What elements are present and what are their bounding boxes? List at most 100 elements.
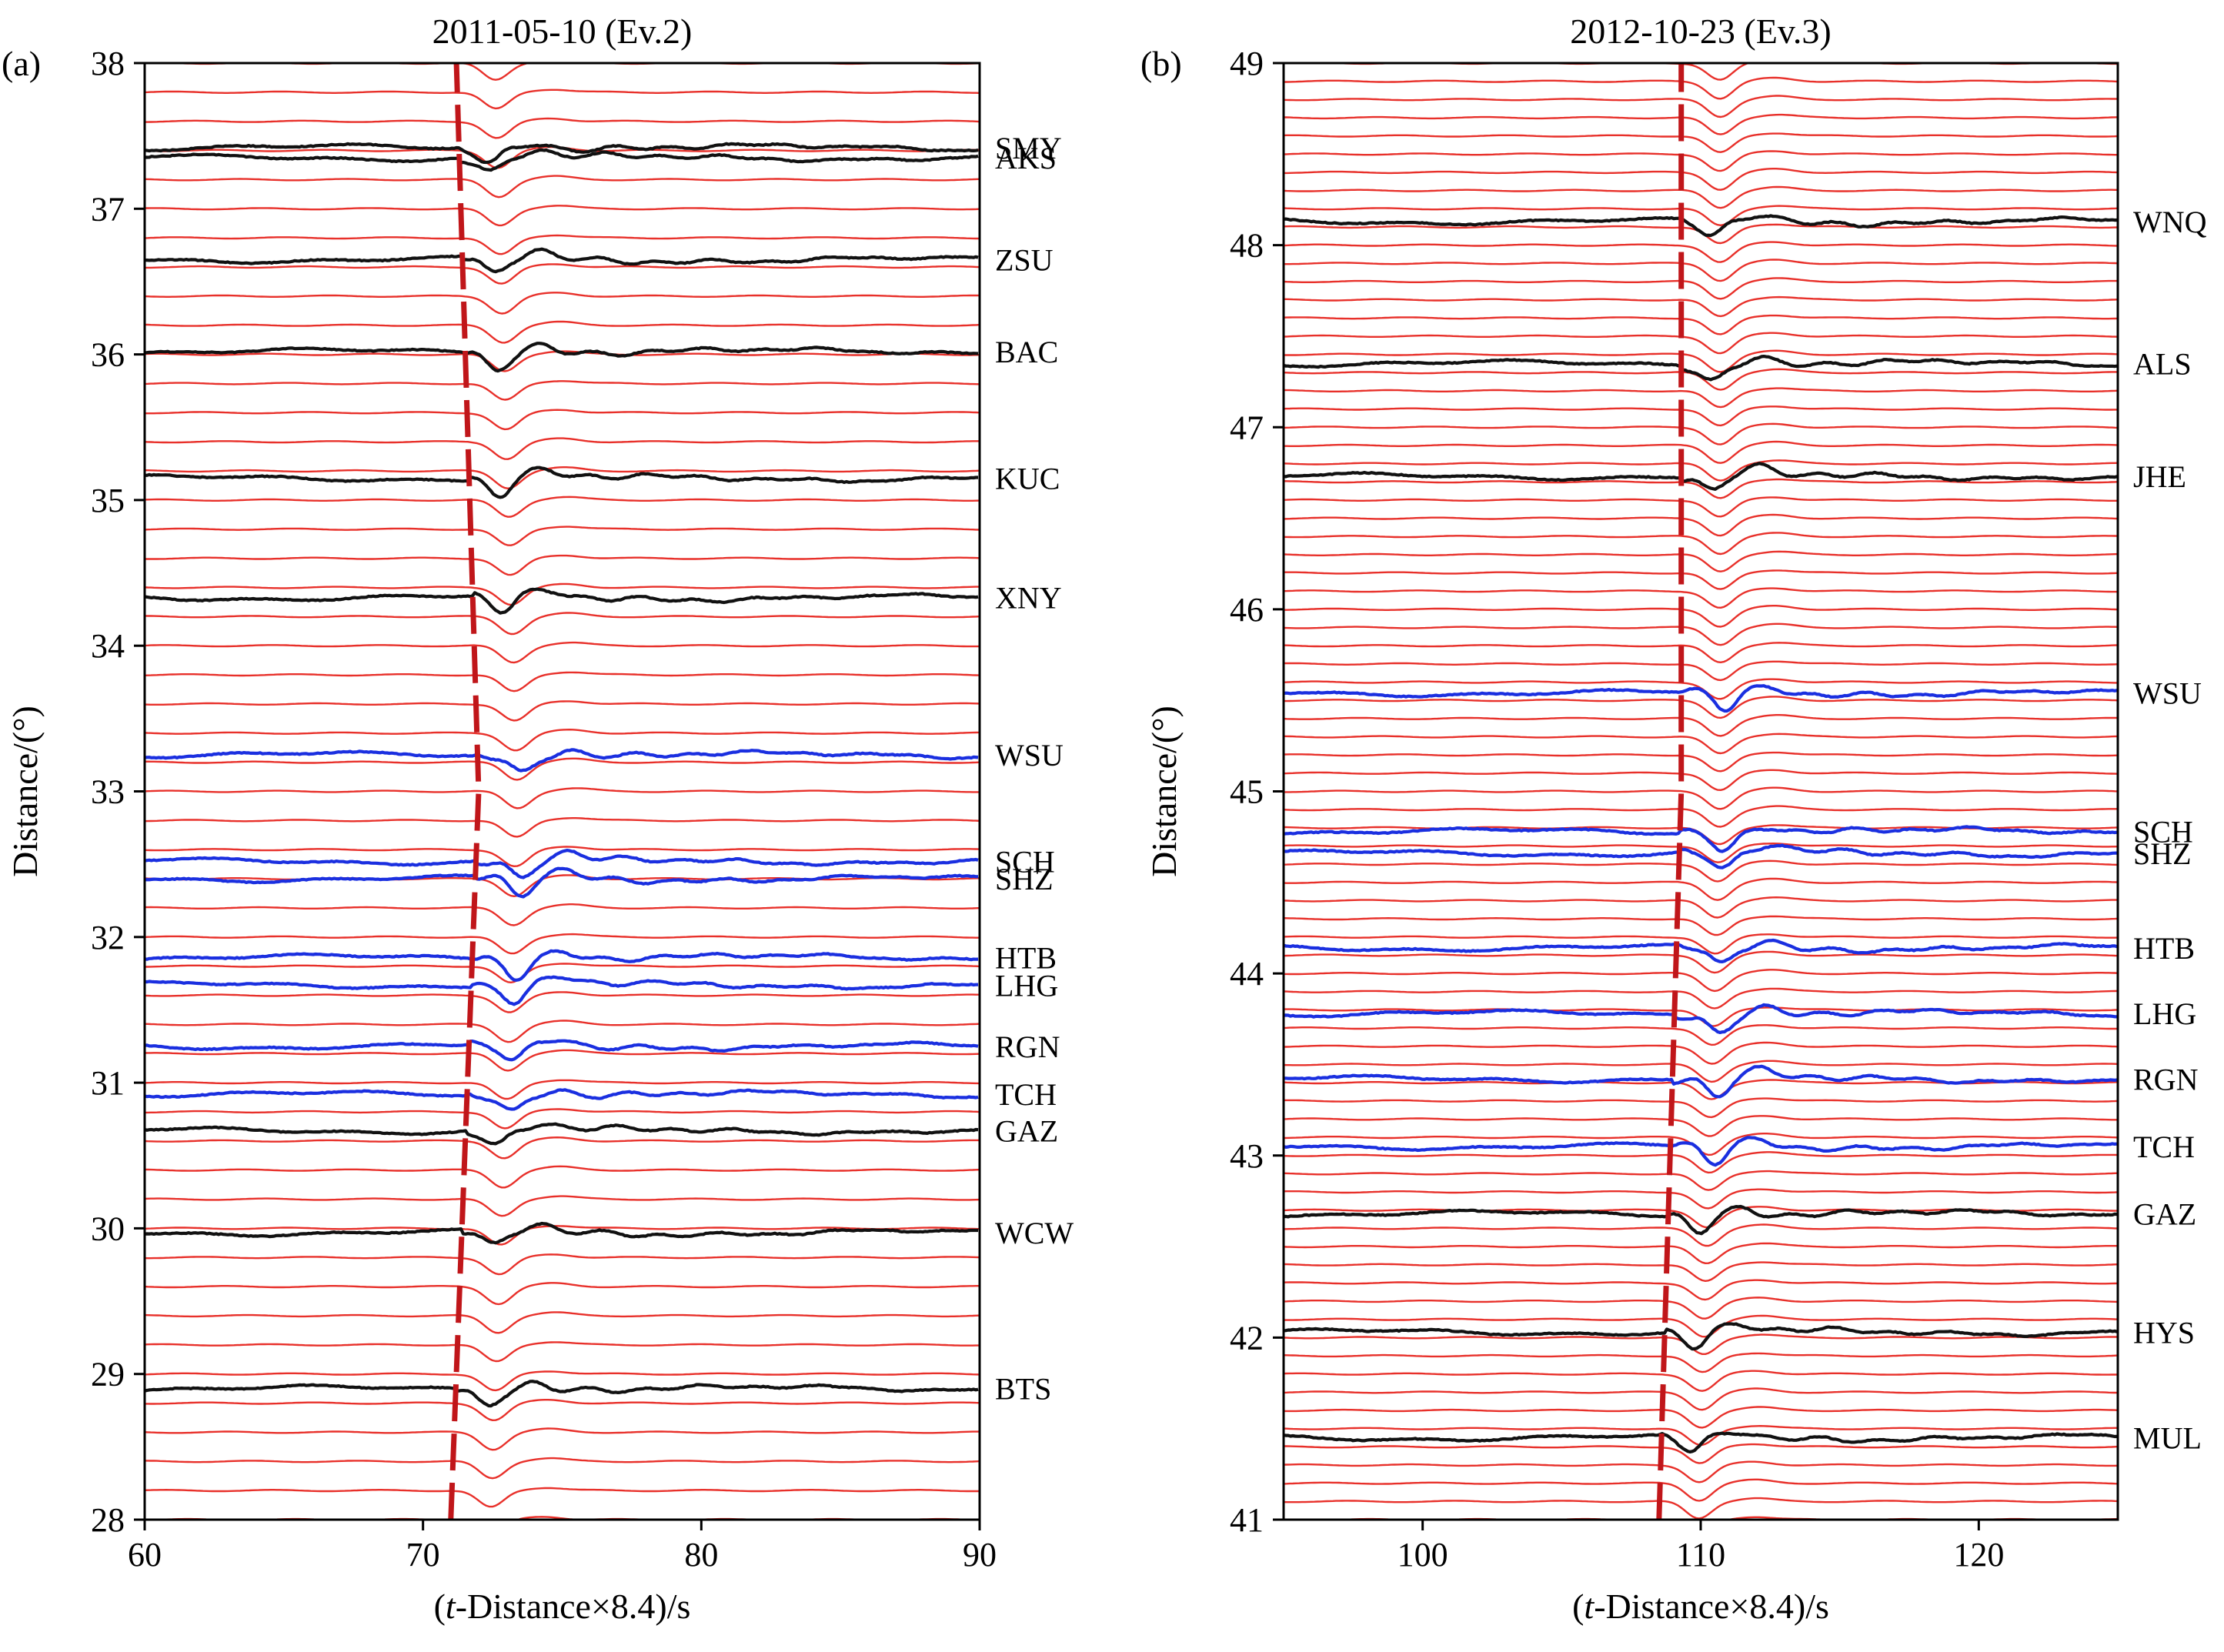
y-axis-title: Distance/(°) <box>1144 706 1184 877</box>
synthetic-trace <box>1284 1151 2118 1174</box>
station-trace-shz <box>145 866 979 899</box>
y-tick-label: 31 <box>91 1064 125 1102</box>
synthetic-trace <box>145 1020 980 1043</box>
synthetic-trace <box>145 437 979 460</box>
synthetic-trace <box>145 1341 979 1363</box>
station-label-wcw: WCW <box>995 1216 1074 1250</box>
y-tick-label: 37 <box>91 190 125 228</box>
synthetic-trace <box>1284 1206 2118 1229</box>
synthetic-trace <box>1284 63 2118 81</box>
y-tick-label: 29 <box>91 1356 125 1393</box>
synthetic-trace <box>145 409 980 431</box>
y-tick-label: 48 <box>1230 227 1264 265</box>
synthetic-trace <box>1284 1460 2118 1483</box>
synthetic-trace <box>1284 349 2118 373</box>
station-label-aks: AKS <box>995 141 1057 175</box>
synthetic-trace <box>1284 95 2118 118</box>
synthetic-trace <box>1284 1115 2118 1137</box>
synthetic-trace <box>1284 185 2118 209</box>
x-axis-title-var: t <box>1584 1587 1595 1626</box>
synthetic-trace <box>1284 569 2118 590</box>
station-trace-rgn <box>145 1039 979 1062</box>
x-tick-label: 90 <box>963 1536 997 1574</box>
y-tick-label: 42 <box>1230 1319 1264 1357</box>
synthetic-trace <box>1284 1097 2118 1119</box>
synthetic-trace <box>1284 877 2118 901</box>
synthetic-trace <box>1284 987 2118 1010</box>
synthetic-trace <box>145 757 980 781</box>
station-label-bts: BTS <box>995 1372 1051 1407</box>
synthetic-trace <box>145 1136 980 1160</box>
synthetic-trace <box>145 671 980 693</box>
station-trace-hys <box>1284 1322 2118 1351</box>
synthetic-trace <box>1284 933 2118 955</box>
synthetic-trace <box>145 1457 980 1480</box>
synthetic-trace <box>1284 842 2118 863</box>
synthetic-trace <box>145 320 980 344</box>
synthetic-trace <box>1284 805 2118 828</box>
station-label-shz: SHZ <box>2133 836 2192 871</box>
synthetic-trace <box>1284 241 2118 263</box>
station-trace-bts <box>145 1380 979 1408</box>
synthetic-trace <box>145 234 979 255</box>
station-trace-htb <box>145 949 979 982</box>
synthetic-trace <box>1284 1279 2118 1301</box>
station-label-smy: SMY <box>995 131 1062 165</box>
synthetic-trace <box>145 1311 980 1334</box>
y-tick-label: 43 <box>1230 1137 1264 1175</box>
synthetic-trace <box>1284 259 2118 282</box>
station-trace-wsu <box>1284 684 2118 713</box>
synthetic-trace <box>145 1487 979 1508</box>
synthetic-trace <box>145 1165 980 1189</box>
synthetic-trace <box>145 380 980 401</box>
synthetic-trace <box>1284 1387 2118 1411</box>
station-trace-smy <box>145 142 979 165</box>
synthetic-trace <box>1284 660 2118 682</box>
synthetic-trace <box>145 554 980 576</box>
synthetic-trace <box>1284 1406 2118 1429</box>
x-axis-title-var: t <box>446 1587 456 1626</box>
y-tick-label: 46 <box>1230 591 1264 629</box>
y-tick-label: 45 <box>1230 773 1264 811</box>
x-tick-label: 80 <box>684 1536 718 1574</box>
x-tick-label: 100 <box>1398 1536 1448 1574</box>
x-tick-label: 60 <box>128 1536 162 1574</box>
x-axis-title-post: -Distance×8.4)/s <box>1594 1587 1829 1626</box>
plot-area <box>145 63 980 1520</box>
panel-title: 2011-05-10 (Ev.2) <box>432 12 693 51</box>
synthetic-trace <box>1284 1352 2118 1373</box>
synthetic-trace <box>1284 859 2118 883</box>
synthetic-trace <box>1284 478 2118 499</box>
synthetic-trace <box>145 1253 980 1276</box>
synthetic-trace <box>145 846 980 868</box>
station-label-lhg: LHG <box>2133 996 2196 1031</box>
x-tick-label: 110 <box>1676 1536 1725 1574</box>
synthetic-trace <box>145 1079 980 1100</box>
synthetic-trace <box>145 816 980 838</box>
synthetic-trace <box>1284 751 2118 773</box>
synthetic-trace <box>1284 1041 2118 1065</box>
x-axis-title: (t-Distance×8.4)/s <box>1572 1587 1829 1626</box>
station-trace-lhg <box>145 975 979 1006</box>
synthetic-trace <box>145 526 980 546</box>
synthetic-trace <box>145 991 979 1013</box>
synthetic-trace <box>1284 405 2118 427</box>
synthetic-trace <box>1284 1370 2118 1392</box>
station-label-als: ALS <box>2133 346 2192 381</box>
station-label-kuc: KUC <box>995 462 1060 496</box>
synthetic-trace <box>145 292 979 315</box>
arrival-time-line <box>448 63 482 1520</box>
x-axis-title-pre: ( <box>434 1587 446 1626</box>
station-label-gaz: GAZ <box>995 1114 1058 1149</box>
synthetic-trace <box>145 263 980 285</box>
synthetic-trace <box>1284 532 2118 556</box>
station-trace-xny <box>145 587 979 615</box>
station-trace-lhg <box>1284 1003 2118 1035</box>
station-trace-gaz <box>145 1122 979 1146</box>
station-label-sch: SCH <box>995 844 1055 879</box>
station-label-htb: HTB <box>2133 931 2195 966</box>
synthetic-trace <box>1284 1297 2118 1320</box>
station-label-lhg: LHG <box>995 968 1058 1003</box>
